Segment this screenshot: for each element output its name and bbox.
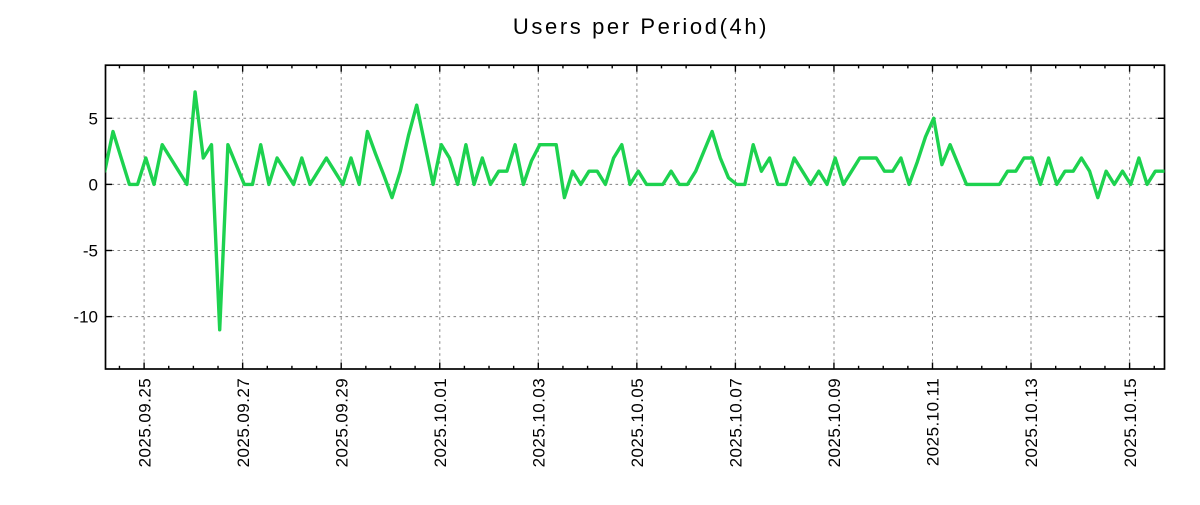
svg-text:-5: -5 — [83, 242, 98, 261]
svg-text:5: 5 — [89, 109, 98, 128]
svg-text:2025.09.25: 2025.09.25 — [135, 378, 154, 468]
svg-text:2025.10.03: 2025.10.03 — [530, 378, 549, 468]
svg-text:2025.10.05: 2025.10.05 — [628, 378, 647, 468]
svg-text:Users per Period(4h): Users per Period(4h) — [513, 14, 769, 39]
svg-text:-10: -10 — [73, 308, 98, 327]
svg-text:2025.09.27: 2025.09.27 — [234, 378, 253, 468]
svg-text:2025.10.15: 2025.10.15 — [1121, 378, 1140, 468]
svg-text:2025.10.13: 2025.10.13 — [1022, 378, 1041, 468]
svg-text:0: 0 — [89, 175, 98, 194]
svg-text:2025.10.11: 2025.10.11 — [924, 378, 943, 466]
svg-text:2025.10.07: 2025.10.07 — [727, 378, 746, 468]
svg-text:2025.10.09: 2025.10.09 — [825, 378, 844, 468]
svg-text:2025.10.01: 2025.10.01 — [431, 378, 450, 468]
svg-text:2025.09.29: 2025.09.29 — [332, 378, 351, 468]
